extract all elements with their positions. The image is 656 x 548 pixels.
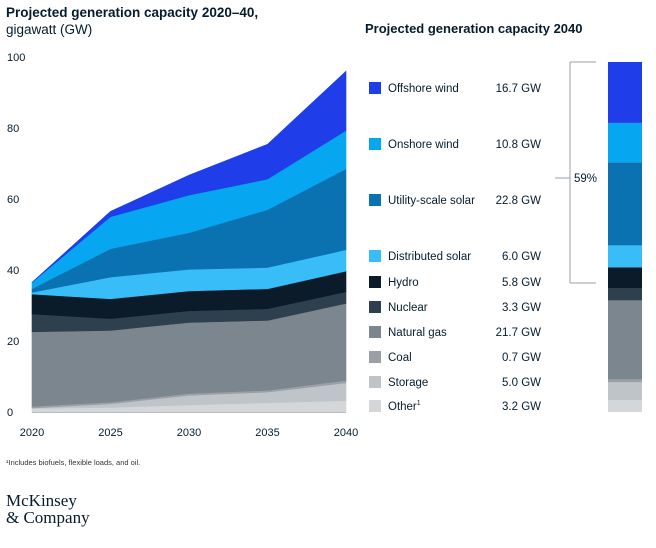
value-2040-offshore-wind: 16.7 GW [496,83,542,95]
legend-swatch-hydro [369,276,381,288]
y-tick-label: 40 [7,265,19,277]
footnote: ¹Includes biofuels, flexible loads, and … [6,458,141,467]
y-tick-label: 80 [7,123,19,135]
bar-2040-coal [608,379,642,383]
area-offshore-wind [31,70,347,283]
legend-swatch-nuclear [369,301,381,313]
bar-2040-onshore-wind [608,122,642,163]
bar-2040-natural-gas [608,300,642,380]
legend-label-onshore-wind: Onshore wind [388,139,459,151]
bar-2040-distributed-solar [608,245,642,268]
legend-swatch-natural-gas [369,326,381,338]
x-tick-label: 2040 [334,427,358,439]
legend-label-nuclear: Nuclear [388,302,428,314]
legend-label-utility-scale-solar: Utility-scale solar [388,195,475,207]
legend-swatch-offshore-wind [369,82,381,94]
x-tick-label: 2030 [177,427,201,439]
chart-title-units: gigawatt (GW) [6,22,93,37]
value-2040-other: 3.2 GW [502,401,541,413]
bar-2040-hydro [608,267,642,289]
logo-line1: McKinsey [6,491,77,510]
legend-label-hydro: Hydro [388,277,419,289]
x-tick-label: 2035 [255,427,279,439]
legend-swatch-storage [369,376,381,388]
value-2040-natural-gas: 21.7 GW [496,327,542,339]
value-2040-coal: 0.7 GW [502,352,541,364]
legend-swatch-other [369,400,381,412]
y-tick-label: 100 [7,52,25,64]
y-tick-label: 60 [7,194,19,206]
value-2040-nuclear: 3.3 GW [502,302,541,314]
value-2040-hydro: 5.8 GW [502,277,541,289]
y-tick-label: 20 [7,336,19,348]
legend-label-storage: Storage [388,377,428,389]
legend-label-other: Other1 [388,400,421,413]
legend-label-coal: Coal [388,352,412,364]
chart-title: Projected generation capacity 2020–40, g… [6,4,258,38]
bar-2040-nuclear [608,288,642,301]
value-2040-storage: 5.0 GW [502,377,541,389]
legend-swatch-distributed-solar [369,250,381,262]
legend-label-natural-gas: Natural gas [388,327,447,339]
bracket-line [569,61,596,284]
breakdown-title: Projected generation capacity 2040 [365,21,583,36]
bracket-label: 59% [574,173,597,185]
value-2040-utility-scale-solar: 22.8 GW [496,195,542,207]
bar-2040-offshore-wind [608,62,642,123]
legend-swatch-coal [369,351,381,363]
value-2040-distributed-solar: 6.0 GW [502,251,541,263]
legend-label-offshore-wind: Offshore wind [388,83,459,95]
chart-title-line1: Projected generation capacity 2020–40, [6,5,259,20]
mckinsey-logo: McKinsey & Company [6,492,90,526]
y-tick-label: 0 [7,407,13,419]
x-tick-label: 2020 [20,427,44,439]
x-tick-label: 2025 [98,427,122,439]
value-2040-onshore-wind: 10.8 GW [496,139,542,151]
logo-line2: & Company [6,508,90,527]
legend-swatch-utility-scale-solar [369,194,381,206]
legend-label-distributed-solar: Distributed solar [388,251,471,263]
bar-2040-utility-scale-solar [608,162,642,246]
legend-swatch-onshore-wind [369,138,381,150]
bar-2040-storage [608,382,642,401]
bar-2040-other [608,400,642,412]
